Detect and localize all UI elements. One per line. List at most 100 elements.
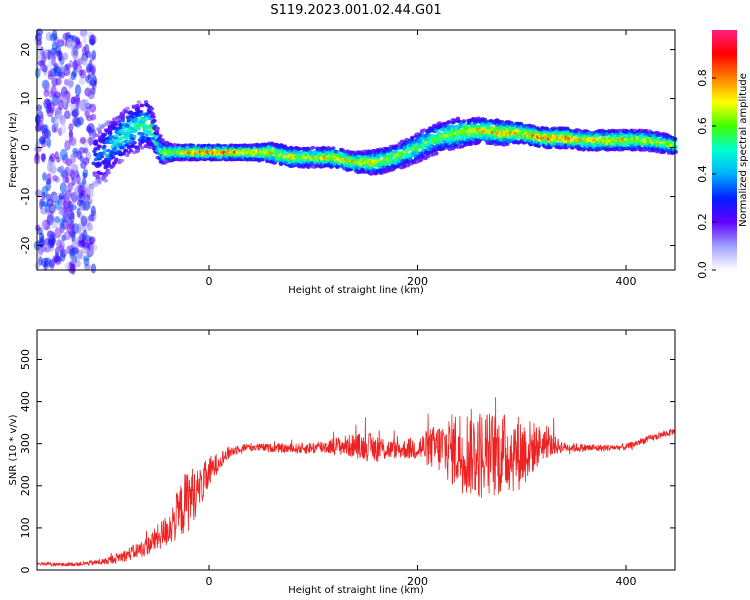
heatmap-cell [139,112,144,116]
heatmap-cell [36,39,43,46]
heatmap-cell [88,214,95,222]
y-tick-label: 400 [19,391,32,412]
heatmap-cell [513,129,519,133]
heatmap-cell [136,100,142,104]
heatmap-cell [59,182,67,193]
heatmap-cell [55,77,62,86]
heatmap-cell [101,123,107,128]
heatmap-cell [79,69,84,76]
heatmap-cell [106,170,111,175]
heatmap-cell [53,194,60,202]
heatmap-cell [108,135,113,139]
heatmap-cell [70,71,77,80]
heatmap-cell [90,205,96,217]
heatmap-cell [49,153,56,163]
y-tick-label: -10 [19,188,32,206]
heatmap-cell [34,67,41,79]
heatmap-cell [147,145,152,150]
heatmap-cell [67,182,73,192]
heatmap-cell [51,221,58,229]
heatmap-cell [132,140,137,145]
heatmap-cell [90,244,98,252]
heatmap-cell [120,118,126,123]
heatmap-cell [65,176,70,184]
heatmap-cell [120,113,126,118]
heatmap-cell [81,56,88,66]
heatmap-cell [48,203,56,214]
heatmap-cell [64,189,72,199]
heatmap-cell [318,152,323,156]
heatmap-cell [35,224,41,232]
heatmap-cell [76,223,82,235]
heatmap-cell [41,153,46,163]
heatmap-cell [359,167,365,172]
spectrogram-heatmap [33,28,679,275]
heatmap-cell [62,200,70,213]
heatmap-cell [79,29,88,37]
heatmap-cell [155,126,160,131]
heatmap-cell [120,136,125,140]
heatmap-cell [89,79,97,87]
heatmap-cell [486,122,492,127]
heatmap-cell [139,146,145,150]
heatmap-cell [70,255,75,265]
heatmap-cell [125,153,130,158]
heatmap-cell [144,133,149,137]
heatmap-cell [410,136,415,141]
heatmap-cell [54,255,62,266]
heatmap-cell [151,137,156,141]
heatmap-cell [88,126,93,137]
heatmap-cell [64,261,71,272]
heatmap-cell [83,194,91,201]
heatmap-cell [102,132,108,137]
heatmap-cell [77,239,86,248]
heatmap-cell [90,263,97,274]
x-tick-label: 400 [616,575,637,588]
heatmap-cell [433,151,439,156]
heatmap-cell [49,237,55,249]
heatmap-cell [79,155,84,163]
heatmap-cell [37,60,45,67]
heatmap-cell [271,151,277,156]
heatmap-cell [70,263,76,275]
colorbar-tick-label: 0.6 [696,117,709,135]
heatmap-cell [80,247,89,255]
heatmap-cell [425,154,431,159]
heatmap-cell [133,118,138,122]
heatmap-cell [42,172,47,181]
heatmap-cell [53,63,58,73]
heatmap-cell [88,38,96,46]
heatmap-cell [69,204,77,211]
heatmap-cell [68,137,77,146]
heatmap-cell [143,100,149,104]
heatmap-cell [103,173,109,177]
heatmap-cell [454,137,459,142]
heatmap-cell [357,154,363,159]
heatmap-cell [139,103,145,108]
heatmap-cell [82,200,91,211]
heatmap-cell [34,114,41,126]
heatmap-cell [43,89,49,98]
heatmap-cell [61,52,69,61]
heatmap-cell [39,237,45,248]
heatmap-cell [34,146,42,153]
heatmap-cell [101,138,106,143]
heatmap-cell [125,139,130,144]
heatmap-cell [68,59,73,68]
heatmap-cell [476,116,481,121]
heatmap-cell [132,134,137,139]
heatmap-cell [52,29,58,41]
heatmap-cell [89,54,95,62]
heatmap-cell [93,183,98,188]
heatmap-cell [70,96,77,105]
heatmap-cell [461,119,467,123]
spectrogram-ylabel: Frequency (Hz) [8,112,19,188]
figure-title: S119.2023.001.02.44.G01 [270,3,441,18]
heatmap-cell [468,139,474,144]
heatmap-cell [110,164,116,168]
snr-xlabel: Height of straight line (km) [288,585,424,596]
heatmap-cell [73,117,82,128]
heatmap-cell [52,174,58,182]
heatmap-cell [89,184,94,195]
